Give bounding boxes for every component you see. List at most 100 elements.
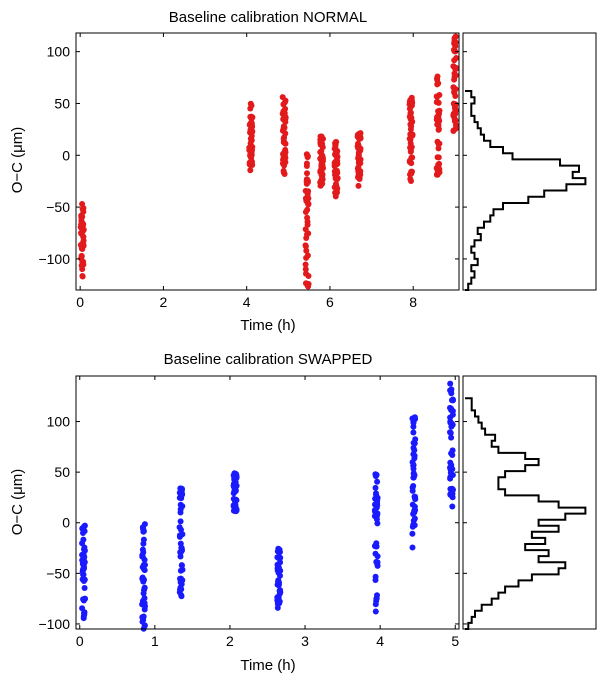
histogram-outline	[465, 397, 587, 630]
data-point	[81, 546, 87, 553]
data-point	[303, 197, 310, 204]
axes-layer: 0 2 4 6 8 −100 −50 0 50 100	[38, 33, 459, 310]
data-point	[409, 154, 416, 161]
chart-normal: Baseline calibration NORMAL 0 2 4 6 8 −100 −50…	[9, 9, 597, 334]
data-point	[355, 182, 362, 189]
data-point	[140, 528, 147, 535]
data-point	[434, 121, 441, 128]
data-point	[302, 242, 309, 249]
data-point	[79, 206, 86, 212]
data-point	[303, 270, 309, 277]
data-point	[247, 152, 254, 159]
data-point	[435, 126, 442, 133]
data-point	[248, 116, 255, 122]
data-point	[452, 107, 459, 114]
data-point	[406, 101, 413, 108]
data-point	[409, 487, 416, 494]
data-point	[281, 99, 288, 106]
plot-frame	[75, 375, 460, 630]
data-point	[78, 252, 85, 259]
data-point	[231, 482, 238, 488]
data-point	[448, 434, 455, 441]
data-point	[374, 510, 381, 517]
data-point	[331, 162, 338, 169]
data-point	[247, 135, 254, 142]
data-point	[305, 283, 312, 290]
data-point	[141, 595, 148, 602]
data-point	[434, 114, 440, 121]
data-point	[80, 565, 87, 572]
data-point	[372, 573, 379, 580]
data-point	[434, 154, 441, 161]
data-point	[333, 168, 339, 175]
data-point	[81, 585, 88, 591]
data-point	[407, 109, 414, 116]
x-axis-label: Time (h)	[240, 317, 295, 334]
data-point	[81, 553, 88, 560]
data-point	[280, 153, 287, 160]
data-point	[275, 555, 282, 562]
data-point	[81, 576, 88, 583]
data-point	[433, 93, 440, 100]
data-point	[450, 111, 457, 118]
data-point	[410, 462, 417, 468]
x-tick-label: 8	[409, 294, 417, 310]
data-point	[409, 530, 416, 537]
data-point	[450, 128, 457, 134]
data-point	[176, 524, 183, 531]
data-point	[449, 396, 456, 403]
data-point	[279, 160, 286, 167]
data-point	[411, 508, 418, 515]
data-point	[408, 114, 415, 121]
data-point	[80, 237, 87, 244]
data-point	[281, 134, 288, 141]
data-point	[410, 439, 417, 446]
data-point	[410, 423, 417, 430]
data-point	[304, 214, 311, 221]
data-point	[303, 247, 310, 254]
data-point	[451, 88, 458, 95]
data-point	[274, 600, 281, 607]
data-point	[357, 134, 364, 141]
chart-swapped: Baseline calibration SWAPPED 0 1 2 3 4 5 −100 −…	[9, 351, 597, 674]
x-tick-label: 1	[151, 633, 159, 649]
data-point	[302, 266, 309, 273]
data-point	[233, 471, 240, 478]
data-point	[274, 548, 281, 555]
y-tick-label: −100	[38, 251, 70, 267]
data-point	[411, 503, 418, 510]
points-layer	[77, 33, 460, 290]
data-point	[247, 167, 254, 174]
data-point	[247, 105, 254, 112]
histogram-frame	[462, 32, 597, 291]
y-tick-label: −100	[38, 616, 70, 632]
data-point	[356, 176, 363, 182]
data-point	[356, 169, 363, 176]
data-point	[302, 261, 309, 268]
data-point	[434, 98, 441, 105]
data-point	[304, 206, 311, 213]
chart-title: Baseline calibration SWAPPED	[164, 351, 373, 368]
data-point	[448, 390, 455, 397]
data-point	[435, 145, 442, 152]
histogram-layer	[463, 397, 587, 630]
data-point	[355, 149, 362, 156]
data-point	[410, 517, 417, 524]
data-point	[334, 148, 341, 154]
data-point	[333, 187, 340, 194]
data-point	[449, 447, 456, 454]
y-tick-label: 100	[47, 44, 71, 60]
data-point	[334, 157, 341, 164]
data-point	[319, 176, 326, 183]
data-point	[435, 80, 442, 87]
data-point	[318, 163, 325, 170]
data-point	[275, 580, 282, 587]
data-point	[139, 600, 146, 607]
x-tick-label: 4	[376, 633, 384, 649]
data-point	[447, 429, 453, 436]
data-point	[412, 493, 419, 500]
y-tick-label: 0	[62, 147, 70, 163]
data-point	[177, 553, 184, 560]
data-point	[177, 586, 183, 593]
